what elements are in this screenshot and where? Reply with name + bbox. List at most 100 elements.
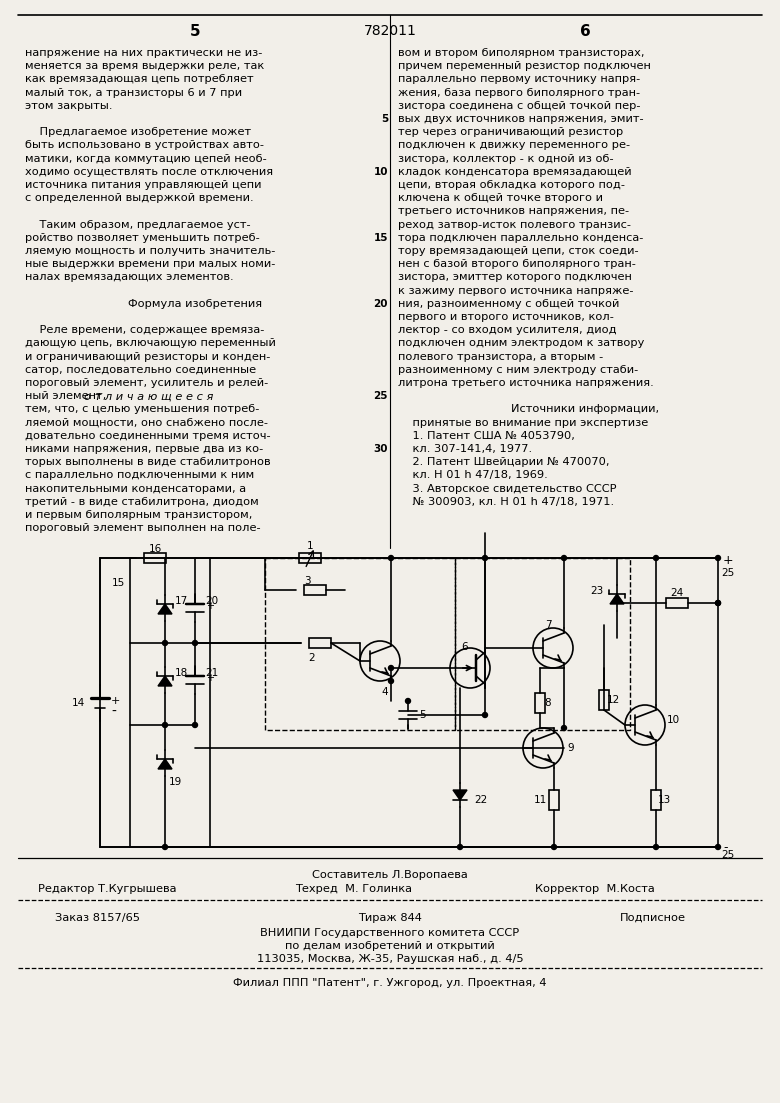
Text: 24: 24 [670,588,683,598]
Text: Подписное: Подписное [620,913,686,923]
Text: 23: 23 [590,586,604,596]
Text: Источники информации,: Источники информации, [511,405,659,415]
Text: 2. Патент Швейцарии № 470070,: 2. Патент Швейцарии № 470070, [398,458,609,468]
Text: +: + [111,696,120,706]
Text: 21: 21 [205,668,218,678]
Text: Техред  М. Голинка: Техред М. Голинка [295,884,412,895]
Text: литрона третьего источника напряжения.: литрона третьего источника напряжения. [398,378,654,388]
Text: Корректор  М.Коста: Корректор М.Коста [535,884,654,895]
Bar [309,638,331,647]
Text: 4: 4 [381,687,388,697]
Text: принятые во внимание при экспертизе: принятые во внимание при экспертизе [398,418,648,428]
Text: +: + [206,673,214,683]
Text: 25: 25 [721,568,734,578]
Text: 25: 25 [721,850,734,860]
Circle shape [388,678,393,684]
Text: 16: 16 [148,544,161,554]
Text: 22: 22 [474,795,488,805]
Text: 2: 2 [309,653,315,663]
Text: 17: 17 [175,596,188,606]
Text: 15: 15 [112,578,125,588]
Text: этом закрыты.: этом закрыты. [25,100,112,110]
Bar [666,598,688,608]
Text: дающую цепь, включающую переменный: дающую цепь, включающую переменный [25,339,276,349]
Text: зистора, коллектор - к одной из об-: зистора, коллектор - к одной из об- [398,153,614,163]
Text: лектор - со входом усилителя, диод: лектор - со входом усилителя, диод [398,325,617,335]
Bar [549,790,559,810]
Text: разноименному с ним электроду стаби-: разноименному с ним электроду стаби- [398,365,638,375]
Text: причем переменный резистор подключен: причем переменный резистор подключен [398,61,651,72]
Text: 10: 10 [666,715,679,725]
Bar [455,558,630,730]
Text: полевого транзистора, а вторым -: полевого транзистора, а вторым - [398,352,603,362]
Text: 30: 30 [374,445,388,454]
Text: зистора, эмиттер которого подключен: зистора, эмиттер которого подключен [398,272,632,282]
Text: Заказ 8157/65: Заказ 8157/65 [55,913,140,923]
Text: 6: 6 [462,642,468,652]
Text: с параллельно подключенными к ним: с параллельно подключенными к ним [25,470,254,481]
Text: 5: 5 [381,114,388,124]
Text: 12: 12 [606,695,619,705]
Circle shape [162,641,168,645]
Circle shape [715,556,721,560]
Text: 1. Патент США № 4053790,: 1. Патент США № 4053790, [398,431,575,441]
Text: 9: 9 [568,743,574,753]
Text: 3: 3 [303,576,310,586]
Text: пороговый элемент выполнен на поле-: пороговый элемент выполнен на поле- [25,523,261,533]
Text: 6: 6 [580,24,590,39]
Circle shape [483,713,488,717]
Text: 1: 1 [307,540,314,552]
Circle shape [562,556,566,560]
Text: кладок конденсатора времязадающей: кладок конденсатора времязадающей [398,167,632,176]
Text: 8: 8 [544,698,551,708]
Text: по делам изобретений и открытий: по делам изобретений и открытий [285,941,495,951]
Text: вом и втором биполярном транзисторах,: вом и втором биполярном транзисторах, [398,49,644,58]
Circle shape [715,845,721,849]
Text: никами напряжения, первые два из ко-: никами напряжения, первые два из ко- [25,445,264,454]
Text: подключен к движку переменного ре-: подключен к движку переменного ре- [398,140,630,150]
Text: +: + [723,554,734,567]
Circle shape [193,641,197,645]
Text: 3. Авторское свидетельство СССР: 3. Авторское свидетельство СССР [398,483,616,494]
Text: матики, когда коммутацию цепей необ-: матики, когда коммутацию цепей необ- [25,153,267,163]
Text: 5: 5 [419,710,425,720]
Bar [265,558,455,730]
Text: кл. H 01 h 47/18, 1969.: кл. H 01 h 47/18, 1969. [398,470,548,481]
Text: цепи, вторая обкладка которого под-: цепи, вторая обкладка которого под- [398,180,625,190]
Circle shape [483,556,488,560]
Circle shape [406,698,410,704]
Text: 5: 5 [190,24,200,39]
Bar [651,790,661,810]
Text: ключена к общей точке второго и: ключена к общей точке второго и [398,193,603,203]
Text: +: + [206,601,214,611]
Text: параллельно первому источнику напря-: параллельно первому источнику напря- [398,74,640,85]
Circle shape [654,845,658,849]
Text: о т л и ч а ю щ е е с я: о т л и ч а ю щ е е с я [84,392,214,401]
Text: и первым биполярным транзистором,: и первым биполярным транзистором, [25,510,253,520]
Bar [299,553,321,563]
Text: 10: 10 [374,167,388,176]
Text: ходимо осуществлять после отключения: ходимо осуществлять после отключения [25,167,273,176]
Text: налах времязадающих элементов.: налах времязадающих элементов. [25,272,234,282]
Text: тора подключен параллельно конденса-: тора подключен параллельно конденса- [398,233,644,243]
Circle shape [715,600,721,606]
Circle shape [562,726,566,730]
Circle shape [715,600,721,606]
Text: 15: 15 [374,233,388,243]
Text: как времязадающая цепь потребляет: как времязадающая цепь потребляет [25,74,254,85]
Text: -: - [111,705,116,719]
Text: накопительными конденсаторами, а: накопительными конденсаторами, а [25,483,246,494]
Text: 19: 19 [169,777,183,788]
Text: тору времязадающей цепи, сток соеди-: тору времязадающей цепи, сток соеди- [398,246,639,256]
Text: третий - в виде стабилитрона, диодом: третий - в виде стабилитрона, диодом [25,496,259,506]
Polygon shape [158,604,172,614]
Bar [144,553,166,563]
Text: 18: 18 [175,668,188,678]
Text: ройство позволяет уменьшить потреб-: ройство позволяет уменьшить потреб- [25,233,260,243]
Text: вых двух источников напряжения, эмит-: вых двух источников напряжения, эмит- [398,114,644,124]
Polygon shape [158,676,172,686]
Circle shape [162,722,168,728]
Text: третьего источников напряжения, пе-: третьего источников напряжения, пе- [398,206,629,216]
Text: Формула изобретения: Формула изобретения [128,299,262,309]
Text: нен с базой второго биполярного тран-: нен с базой второго биполярного тран- [398,259,636,269]
